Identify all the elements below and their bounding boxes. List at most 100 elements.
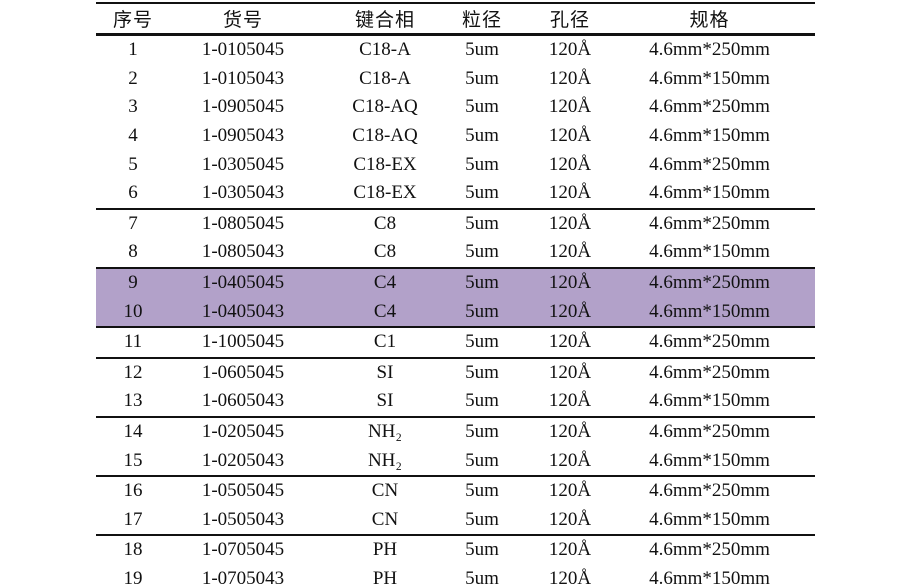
cell-particle: 5um <box>465 212 499 234</box>
cell-catalog: 1-0605043 <box>170 387 316 418</box>
table-row-16: 16 1-0505045 CN 5um 120Å 4.6mm*250mm <box>96 476 815 506</box>
table-row-2: 2 1-0105043 C18-A 5um 120Å 4.6mm*150mm <box>96 65 815 94</box>
cell-index: 18 <box>123 539 143 561</box>
cell-particle: 5um <box>465 39 499 61</box>
cell-catalog: 1-0205043 <box>170 446 316 477</box>
cell-catalog: 1-0105043 <box>201 67 285 89</box>
cell-index: 3 <box>128 96 138 118</box>
cell-phase: PH <box>372 567 398 585</box>
cell-phase: C4 <box>316 267 454 298</box>
col-header-phase: 键合相 <box>316 3 454 36</box>
cell-particle: 5um <box>465 361 499 383</box>
cell-catalog: 1-0505043 <box>170 505 316 537</box>
cell-phase: C18-A <box>359 39 411 61</box>
cell-pore: 120Å <box>548 212 592 234</box>
table-row-19: 19 1-0705043 PH 5um 120Å 4.6mm*150mm <box>96 565 815 585</box>
cell-catalog: 1-0405045 <box>170 267 316 298</box>
cell-pore: 120Å <box>548 539 592 561</box>
cell-spec: 4.6mm*150mm <box>649 567 770 585</box>
cell-phase: CN <box>316 505 454 537</box>
cell-index: 11 <box>96 326 170 359</box>
cell-particle: 5um <box>465 67 499 89</box>
cell-index: 4 <box>128 125 138 147</box>
cell-phase: NH₂ <box>367 421 403 443</box>
cell-particle: 5um <box>465 421 499 443</box>
cell-pore: 120Å <box>510 297 630 328</box>
cell-spec: 4.6mm*250mm <box>649 96 770 118</box>
cell-phase: SI <box>316 387 454 418</box>
cell-pore: 120Å <box>510 505 630 537</box>
table-row-7: 7 1-0805045 C8 5um 120Å 4.6mm*250mm <box>96 209 815 239</box>
cell-particle: 5um <box>465 153 499 175</box>
col-header-spec: 规格 <box>630 3 815 36</box>
cell-pore: 120Å <box>548 361 592 383</box>
cell-particle: 5um <box>465 567 499 585</box>
cell-spec: 4.6mm*150mm <box>649 67 770 89</box>
cell-pore: 120Å <box>548 96 592 118</box>
cell-phase: PH <box>372 539 398 561</box>
cell-pore: 120Å <box>510 446 630 477</box>
table-row-1: 1 1-0105045 C18-A 5um 120Å 4.6mm*250mm <box>96 35 815 65</box>
cell-spec: 4.6mm*150mm <box>630 238 815 269</box>
cell-pore: 120Å <box>510 387 630 418</box>
cell-particle: 5um <box>465 539 499 561</box>
header-row: 序号 货号 键合相 粒径 孔径 规格 <box>96 3 815 36</box>
cell-spec: 4.6mm*150mm <box>630 446 815 477</box>
cell-index: 14 <box>123 421 143 443</box>
cell-catalog: 1-0805043 <box>170 238 316 269</box>
cell-spec: 4.6mm*150mm <box>630 505 815 537</box>
cell-pore: 120Å <box>510 326 630 359</box>
table-row-11: 11 1-1005045 C1 5um 120Å 4.6mm*250mm <box>96 326 815 359</box>
cell-pore: 120Å <box>548 67 592 89</box>
cell-index: 9 <box>96 267 170 298</box>
cell-phase: C8 <box>316 238 454 269</box>
table-row-8: 8 1-0805043 C8 5um 120Å 4.6mm*150mm <box>96 238 815 269</box>
cell-phase: C18-EX <box>353 153 417 175</box>
cell-catalog: 1-0805045 <box>201 212 285 234</box>
col-header-particle: 粒径 <box>454 3 510 36</box>
cell-spec: 4.6mm*250mm <box>649 480 770 502</box>
cell-particle: 5um <box>454 178 510 210</box>
cell-pore: 120Å <box>548 39 592 61</box>
cell-particle: 5um <box>454 326 510 359</box>
table-row-5: 5 1-0305045 C18-EX 5um 120Å 4.6mm*250mm <box>96 150 815 179</box>
cell-index: 1 <box>128 39 138 61</box>
cell-particle: 5um <box>465 125 499 147</box>
table-row-14: 14 1-0205045 NH₂ 5um 120Å 4.6mm*250mm <box>96 417 815 447</box>
cell-index: 19 <box>123 567 143 585</box>
cell-spec: 4.6mm*250mm <box>649 361 770 383</box>
cell-phase: SI <box>376 361 394 383</box>
table-row-13: 13 1-0605043 SI 5um 120Å 4.6mm*150mm <box>96 387 815 418</box>
cell-pore: 120Å <box>548 421 592 443</box>
cell-spec: 4.6mm*150mm <box>630 387 815 418</box>
table-row-6: 6 1-0305043 C18-EX 5um 120Å 4.6mm*150mm <box>96 178 815 210</box>
cell-catalog: 1-0505045 <box>201 480 285 502</box>
cell-particle: 5um <box>454 387 510 418</box>
cell-phase: C18-A <box>359 67 411 89</box>
cell-spec: 4.6mm*250mm <box>630 267 815 298</box>
cell-catalog: 1-0705045 <box>201 539 285 561</box>
cell-pore: 120Å <box>548 567 592 585</box>
cell-pore: 120Å <box>510 238 630 269</box>
cell-particle: 5um <box>465 96 499 118</box>
cell-index: 5 <box>128 153 138 175</box>
cell-catalog: 1-0705043 <box>201 567 285 585</box>
cell-pore: 120Å <box>548 153 592 175</box>
cell-spec: 4.6mm*250mm <box>649 539 770 561</box>
cell-phase: C1 <box>316 326 454 359</box>
table-row-3: 3 1-0905045 C18-AQ 5um 120Å 4.6mm*250mm <box>96 93 815 122</box>
table-row-18: 18 1-0705045 PH 5um 120Å 4.6mm*250mm <box>96 535 815 565</box>
cell-index: 13 <box>96 387 170 418</box>
cell-spec: 4.6mm*250mm <box>649 212 770 234</box>
cell-spec: 4.6mm*250mm <box>649 153 770 175</box>
table-row-17: 17 1-0505043 CN 5um 120Å 4.6mm*150mm <box>96 505 815 537</box>
cell-spec: 4.6mm*150mm <box>649 125 770 147</box>
cell-spec: 4.6mm*250mm <box>649 421 770 443</box>
cell-pore: 120Å <box>548 480 592 502</box>
cell-index: 7 <box>128 212 138 234</box>
cell-catalog: 1-0305043 <box>170 178 316 210</box>
table-row-10: 10 1-0405043 C4 5um 120Å 4.6mm*150mm <box>96 297 815 328</box>
cell-index: 12 <box>123 361 143 383</box>
table-row-12: 12 1-0605045 SI 5um 120Å 4.6mm*250mm <box>96 358 815 388</box>
cell-index: 8 <box>96 238 170 269</box>
